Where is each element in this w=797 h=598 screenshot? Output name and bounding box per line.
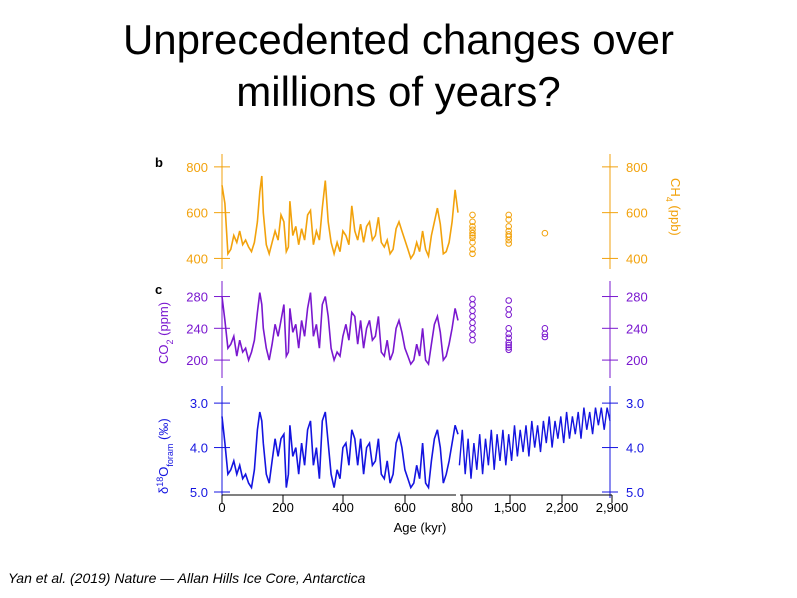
long-series-line <box>458 407 611 479</box>
sample-point <box>505 330 513 338</box>
y-tick-label: 4.0 <box>190 441 208 456</box>
x-tick-label: 800 <box>451 500 473 515</box>
sample-point <box>469 313 476 320</box>
y-tick-label: 3.0 <box>626 396 644 411</box>
y-tick-label: 3.0 <box>190 396 208 411</box>
sample-point <box>505 216 513 223</box>
y-tick-label: 5.0 <box>626 485 644 500</box>
co2-axis-title: CO2 (ppm) <box>156 302 175 364</box>
sample-point <box>469 307 476 315</box>
sample-point <box>505 236 513 244</box>
y-tick-label: 400 <box>186 251 208 266</box>
x-tick-label: 600 <box>394 500 416 515</box>
sample-point <box>469 211 476 219</box>
x-tick-label: 2,900 <box>596 500 629 515</box>
sample-point <box>505 297 513 304</box>
series-line-panel-3 <box>221 411 459 490</box>
sample-point <box>505 339 513 346</box>
sample-point <box>541 229 549 237</box>
y-tick-label: 800 <box>626 160 648 175</box>
series-line-panel-1 <box>221 175 459 261</box>
d18o-axis-title: δ18Oforam (‰) <box>155 418 175 494</box>
title-line-1: Unprecedented changes over <box>122 16 675 63</box>
sample-point <box>505 344 513 351</box>
x-tick-label: 0 <box>218 500 225 515</box>
sample-point <box>469 250 476 258</box>
axes-layer <box>214 154 618 503</box>
title-line-2: millions of years? <box>236 68 561 115</box>
sample-point <box>505 223 513 230</box>
sample-point <box>541 330 549 338</box>
y-tick-label: 600 <box>186 206 208 221</box>
sample-point <box>505 233 513 240</box>
sample-point <box>469 336 476 344</box>
y-tick-label: 240 <box>186 321 208 336</box>
y-tick-label: 600 <box>626 206 648 221</box>
sample-point <box>469 325 476 332</box>
sample-point <box>469 229 476 237</box>
sample-point <box>541 333 549 341</box>
x-tick-label: 2,200 <box>546 500 579 515</box>
sample-point <box>505 325 513 332</box>
sample-point <box>469 234 476 242</box>
sample-point <box>469 239 476 246</box>
y-tick-label: 280 <box>186 290 208 305</box>
sample-point <box>469 246 476 253</box>
label-layer: 800 800 600 600 400 400 b 280 280 240 240 200 200 c 3.… <box>155 155 683 535</box>
x-tick-label: 200 <box>272 500 294 515</box>
y-tick-label: 800 <box>186 160 208 175</box>
slide-title: Unprecedented changes over millions of y… <box>0 14 797 118</box>
y-tick-label: 280 <box>626 290 648 305</box>
sample-point <box>469 232 476 239</box>
sample-point <box>505 305 513 313</box>
x-tick-label: 1,500 <box>494 500 527 515</box>
sample-point <box>469 301 476 308</box>
sample-point <box>469 319 476 327</box>
y-tick-label: 4.0 <box>626 441 644 456</box>
sample-point <box>505 311 513 319</box>
y-tick-label: 200 <box>186 353 208 368</box>
sample-point <box>505 240 513 247</box>
sample-point <box>505 346 513 354</box>
series-line-panel-2 <box>221 292 459 367</box>
sample-point <box>505 341 513 349</box>
sample-point <box>505 211 513 219</box>
data-layer <box>221 175 611 490</box>
citation: Yan et al. (2019) Nature — Allan Hills I… <box>8 570 366 586</box>
panel-label-b: b <box>155 155 163 170</box>
sample-point <box>505 334 513 342</box>
sample-point <box>469 295 476 303</box>
y-tick-label: 240 <box>626 321 648 336</box>
y-tick-label: 200 <box>626 353 648 368</box>
ch4-axis-title: CH4 (ppb) <box>664 178 683 236</box>
y-tick-label: 5.0 <box>190 485 208 500</box>
x-axis-title: Age (kyr) <box>394 520 447 535</box>
sample-point <box>469 223 476 230</box>
y-tick-label: 400 <box>626 251 648 266</box>
sample-point <box>469 218 476 226</box>
panel-label-c: c <box>155 282 162 297</box>
x-tick-label: 400 <box>332 500 354 515</box>
sample-point <box>469 331 476 339</box>
sample-point <box>541 325 549 332</box>
